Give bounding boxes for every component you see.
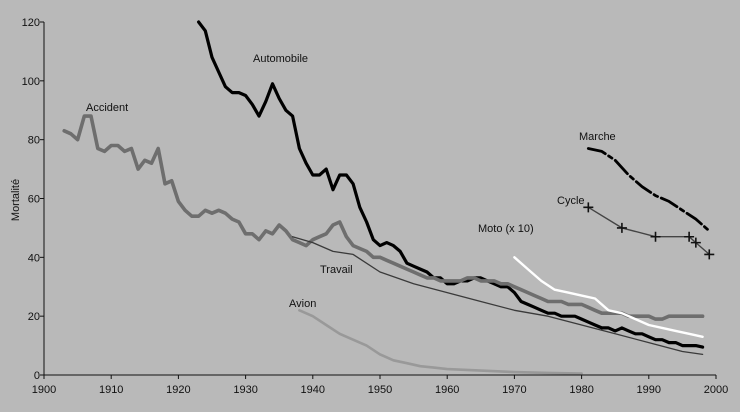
avion-series-line — [298, 309, 583, 375]
avion-series-label: Avion — [289, 298, 316, 310]
x-tick-label: 1940 — [301, 384, 325, 396]
y-tick-label: 80 — [28, 135, 40, 147]
automobile-series-label: Automobile — [253, 53, 308, 65]
travail-series-label: Travail — [320, 264, 353, 276]
series-lines — [62, 20, 715, 375]
x-tick-label: 1990 — [637, 384, 661, 396]
y-axis-title: Mortalité — [10, 179, 22, 221]
cycle-point-marker — [650, 231, 661, 242]
cycle-point-marker — [684, 231, 695, 242]
cycle-series-line — [587, 206, 710, 256]
cycle-point-marker — [616, 222, 627, 233]
x-tick-label: 1910 — [99, 384, 123, 396]
accident-series-label: Accident — [86, 102, 128, 114]
moto-x-10-series-label: Moto (x 10) — [478, 223, 534, 235]
x-axis-ticks: 1900 1910 1920 1930 1940 1950 1960 1970 1980 1990… — [32, 375, 728, 396]
x-tick-label: 1900 — [32, 384, 56, 396]
y-tick-label: 20 — [28, 311, 40, 323]
marche-series-label: Marche — [579, 131, 616, 143]
x-tick-label: 2000 — [704, 384, 728, 396]
x-tick-label: 1920 — [166, 384, 190, 396]
automobile-series-line — [197, 20, 705, 349]
x-tick-label: 1950 — [368, 384, 392, 396]
travail-series-line — [291, 236, 704, 356]
y-tick-label: 40 — [28, 252, 40, 264]
x-tick-label: 1930 — [233, 384, 257, 396]
x-tick-label: 1970 — [502, 384, 526, 396]
y-tick-label: 120 — [22, 17, 40, 29]
moto-x-10-series-line — [513, 256, 704, 338]
accident-series-line — [62, 114, 705, 321]
series-labels: Automobile Accident Travail Avion Moto (x 10… — [86, 53, 616, 310]
y-axis-ticks: 0 20 40 60 80 100 120 — [22, 17, 44, 382]
y-tick-label: 100 — [22, 76, 40, 88]
marche-series-line — [586, 147, 711, 233]
cycle-point-marker — [690, 237, 701, 248]
cycle-point-marker — [583, 202, 594, 213]
cycle-series-label: Cycle — [557, 195, 585, 207]
plot-area — [44, 22, 716, 375]
x-tick-label: 1980 — [569, 384, 593, 396]
x-tick-label: 1960 — [435, 384, 459, 396]
y-tick-label: 0 — [34, 370, 40, 382]
cycle-point-marker — [704, 249, 715, 260]
y-tick-label: 60 — [28, 194, 40, 206]
